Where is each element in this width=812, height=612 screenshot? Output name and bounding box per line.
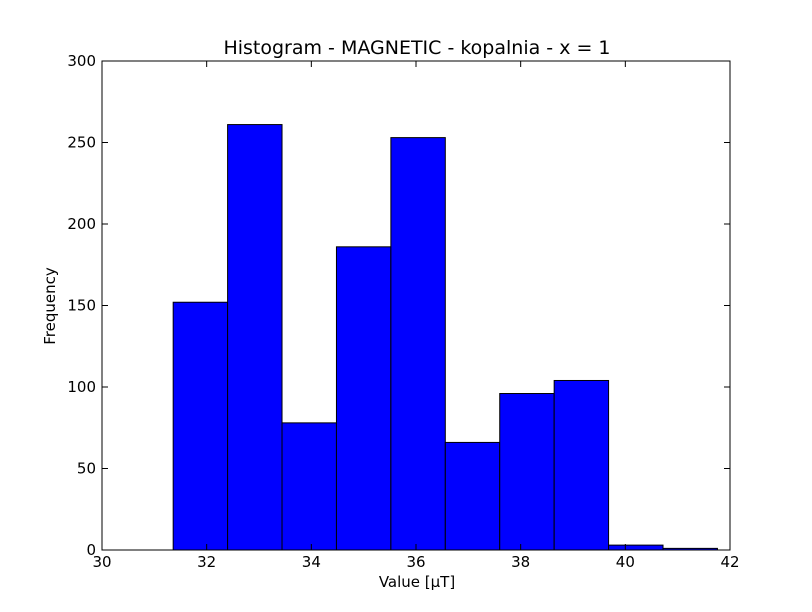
x-tick-label: 40 (616, 553, 635, 571)
x-tick-label: 38 (511, 553, 530, 571)
x-tick-label: 32 (197, 553, 216, 571)
y-tick-label: 0 (86, 541, 96, 559)
histogram-bar-1 (172, 301, 229, 551)
x-tick-label: 30 (92, 553, 111, 571)
histogram-bar-2 (227, 124, 283, 551)
histogram-bar-7 (499, 393, 555, 551)
y-tick-label: 250 (67, 134, 96, 152)
histogram-bar-3 (281, 422, 337, 551)
x-tick-label: 42 (720, 553, 739, 571)
y-axis-title: Frequency (41, 267, 59, 345)
y-tick-label: 200 (67, 215, 96, 233)
y-tick-label: 50 (77, 460, 96, 478)
histogram-bar-6 (444, 441, 501, 551)
x-tick-label: 34 (302, 553, 321, 571)
x-tick-label: 36 (406, 553, 425, 571)
histogram-bar-8 (553, 379, 610, 551)
y-tick-label: 300 (67, 52, 96, 70)
x-axis-title: Value [µT] (379, 573, 455, 591)
y-tick-label: 150 (67, 297, 96, 315)
bars-group (172, 124, 718, 551)
histogram-bar-9 (608, 544, 664, 551)
y-tick-label: 100 (67, 378, 96, 396)
axis-ticks: 30 32 34 36 38 40 42 0 50 100 150 200 250 300 (67, 52, 739, 571)
chart-title: Histogram - MAGNETIC - kopalnia - x = 1 (223, 37, 610, 59)
histogram-bar-4 (335, 246, 392, 551)
histogram-bar-5 (390, 137, 446, 551)
